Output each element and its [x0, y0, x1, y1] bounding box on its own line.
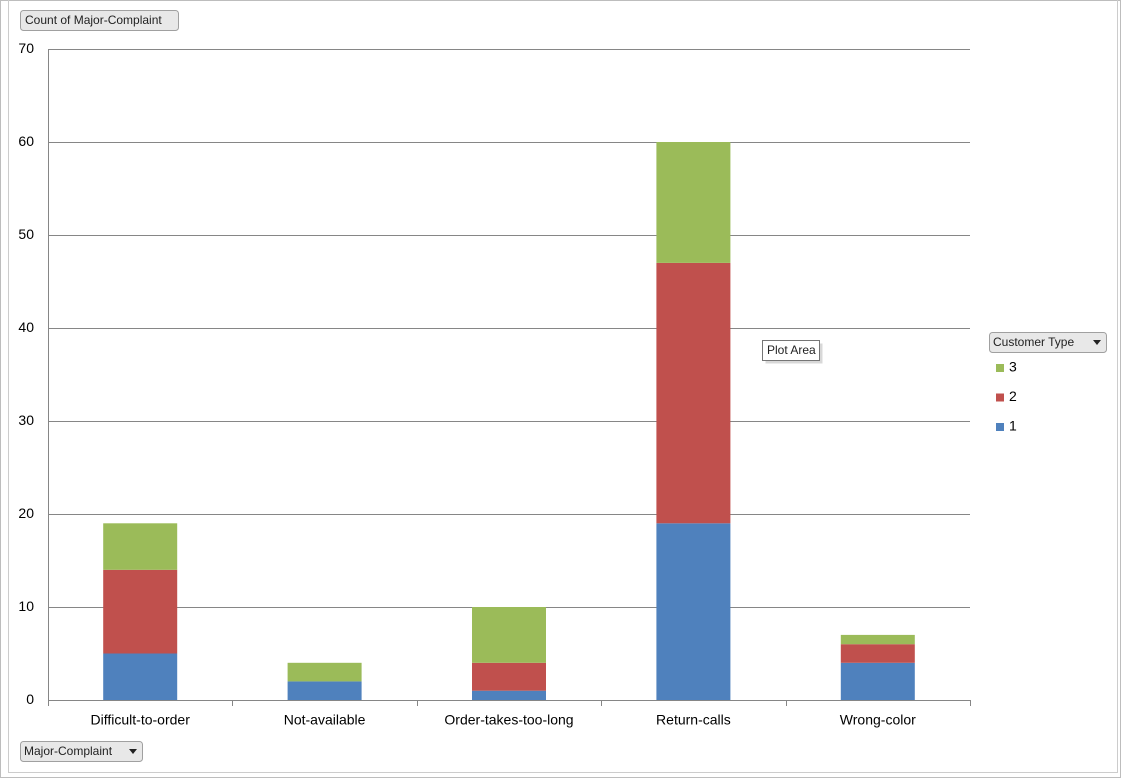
bar-segment — [840, 662, 915, 700]
dropdown-arrow[interactable] — [1093, 340, 1101, 345]
bar-segment — [472, 662, 546, 691]
button-box[interactable] — [20, 10, 179, 31]
axis-field-button[interactable]: Major-Complaint — [20, 741, 143, 762]
y-tick-label: 50 — [18, 226, 34, 242]
bar-segment — [103, 523, 178, 570]
button-box[interactable] — [989, 332, 1107, 353]
legend-label: 3 — [1009, 359, 1017, 375]
tooltip-box — [762, 340, 820, 361]
bar-segment — [656, 142, 731, 263]
button-label[interactable]: Count of Major-Complaint — [25, 13, 162, 27]
legend-label: 2 — [1009, 388, 1017, 404]
y-tick-label: 30 — [18, 412, 34, 428]
legend-label: 1 — [1009, 418, 1017, 434]
x-tick-label: Not-available — [284, 712, 366, 728]
bar-segment — [103, 569, 178, 654]
y-tick-label: 70 — [18, 40, 34, 56]
x-tick-label: Return-calls — [656, 712, 731, 728]
value-field-button[interactable]: Count of Major-Complaint — [20, 10, 179, 31]
y-tick-label: 60 — [18, 133, 34, 149]
y-tick-label: 40 — [18, 319, 34, 335]
y-tick-label: 20 — [18, 505, 34, 521]
dropdown-arrow[interactable] — [129, 749, 137, 754]
button-box[interactable] — [20, 741, 143, 762]
legend-swatch — [996, 423, 1004, 431]
button-label[interactable]: Customer Type — [993, 335, 1074, 349]
legend-swatch — [996, 364, 1004, 372]
x-tick-label: Difficult-to-order — [91, 712, 191, 728]
bar-segment — [472, 607, 546, 663]
legend-field-button[interactable]: Customer Type — [989, 332, 1107, 353]
plot-area: 0 10 20 30 40 50 60 70 Difficult-to-order Not-ava… — [18, 40, 1017, 728]
tooltip-text: Plot Area — [767, 343, 816, 357]
tooltip: Plot Area — [762, 340, 823, 364]
bar-segment — [287, 681, 362, 700]
bar-segment — [287, 662, 362, 682]
legend-swatch — [996, 393, 1004, 402]
bar-segment — [840, 634, 915, 645]
bar-segment — [656, 523, 731, 700]
bar-segment — [103, 653, 178, 700]
y-tick-label: 10 — [18, 598, 34, 614]
bar-segment — [840, 644, 915, 663]
y-tick-label: 0 — [26, 691, 34, 707]
bar-segment — [472, 690, 546, 700]
x-tick-label: Wrong-color — [840, 712, 916, 728]
x-tick-label: Order-takes-too-long — [444, 712, 573, 728]
bar-segment — [656, 262, 731, 524]
button-label[interactable]: Major-Complaint — [24, 744, 113, 758]
